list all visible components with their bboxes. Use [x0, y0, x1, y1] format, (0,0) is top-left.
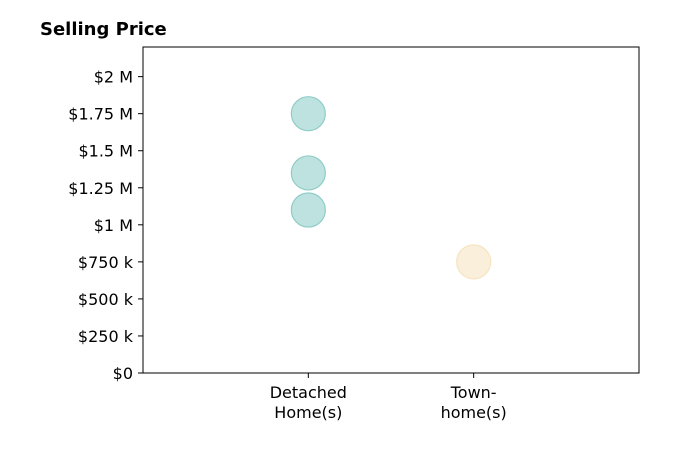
y-tick-label: $250 k — [78, 327, 134, 346]
x-tick-label: Town-home(s) — [441, 383, 507, 422]
chart-title: Selling Price — [40, 19, 167, 40]
y-tick-label: $1.5 M — [78, 142, 133, 161]
y-tick-label: $1.25 M — [68, 179, 133, 198]
y-tick-label: $500 k — [78, 290, 134, 309]
x-tick-label: Detached Home(s) — [270, 383, 347, 422]
x-axis: Detached Home(s) Town-home(s) — [270, 373, 507, 422]
data-point — [290, 155, 326, 191]
y-tick-label: $1.75 M — [68, 105, 133, 124]
data-point — [290, 192, 326, 228]
plot-area-frame — [142, 46, 640, 374]
data-point — [456, 244, 492, 280]
chart-marks — [290, 96, 492, 280]
y-tick-label: $0 — [113, 364, 133, 383]
y-tick-label: $1 M — [94, 216, 133, 235]
y-tick-label: $2 M — [94, 68, 133, 87]
data-point — [290, 96, 326, 132]
y-axis: $0 $250 k $500 k $750 k $1 M $1.25 M $1.5 M $1.… — [68, 68, 143, 383]
y-tick-label: $750 k — [78, 253, 134, 272]
